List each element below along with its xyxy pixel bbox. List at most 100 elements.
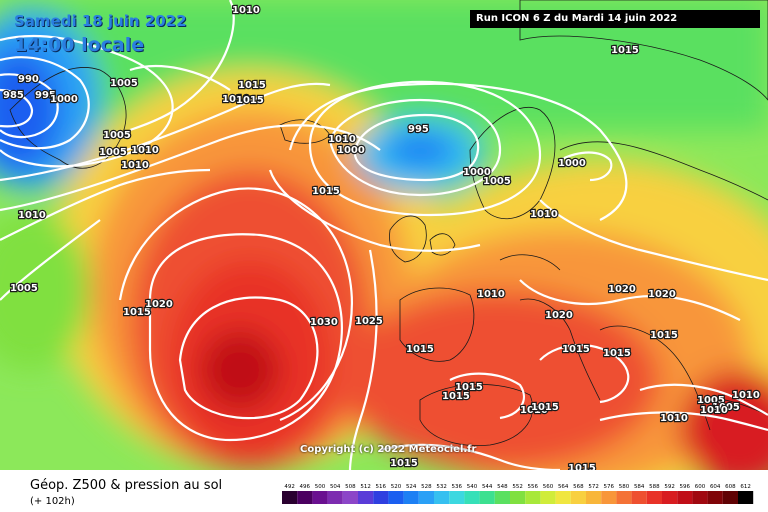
scale-tick-label: 612 xyxy=(740,484,751,490)
isobar-label: 1015 xyxy=(442,391,470,402)
scale-tick-label: 572 xyxy=(588,484,599,490)
isobar-label: 1010 xyxy=(131,145,159,156)
isobars xyxy=(0,0,768,470)
isobar-label: 1020 xyxy=(608,284,636,295)
scale-tick-label: 500 xyxy=(315,484,326,490)
isobar-label: 1000 xyxy=(337,145,365,156)
run-info: Run ICON 6 Z du Mardi 14 juin 2022 xyxy=(470,10,760,28)
scale-swatch xyxy=(479,491,495,504)
scale-swatch xyxy=(677,491,693,504)
isobar-label: 1015 xyxy=(562,344,590,355)
scale-swatch xyxy=(738,491,754,504)
isobar-label: 1005 xyxy=(483,176,511,187)
copyright: Copyright (c) 2022 Meteociel.fr xyxy=(300,444,477,455)
isobar-label: 1015 xyxy=(123,307,151,318)
geopotential-field: 1010 990 985 995 1000 1005 1015 1010 101… xyxy=(0,0,768,470)
forecast-date: Samedi 18 juin 2022 xyxy=(14,12,187,30)
scale-tick-label: 496 xyxy=(300,484,311,490)
isobar-label: 1010 xyxy=(530,209,558,220)
scale-swatch xyxy=(464,491,480,504)
isobar-label: 1015 xyxy=(603,348,631,359)
scale-swatch xyxy=(418,491,434,504)
isobar-label: 1010 xyxy=(700,405,728,416)
isobar-label: 1005 xyxy=(10,283,38,294)
scale-swatch xyxy=(540,491,556,504)
scale-tick-label: 584 xyxy=(634,484,645,490)
isobar-label: 1020 xyxy=(545,310,573,321)
isobar-label: 1010 xyxy=(328,134,356,145)
scale-swatch xyxy=(555,491,571,504)
isobar-label: 1005 xyxy=(110,78,138,89)
isobar-label: 1010 xyxy=(520,405,548,416)
scale-tick-label: 576 xyxy=(604,484,615,490)
isobar-label: 1000 xyxy=(50,94,78,105)
scale-tick-label: 492 xyxy=(284,484,295,490)
scale-swatch xyxy=(570,491,586,504)
isobar-label: 1015 xyxy=(390,458,418,469)
isobar-label: 1010 xyxy=(660,413,688,424)
isobar-label: 1025 xyxy=(355,316,383,327)
scale-tick-label: 588 xyxy=(649,484,660,490)
scale-swatch xyxy=(601,491,617,504)
isobar-label: 1005 xyxy=(712,402,740,413)
legend-title: Géop. Z500 & pression au sol xyxy=(30,478,223,493)
scale-tick-label: 608 xyxy=(725,484,736,490)
scale-swatch xyxy=(525,491,541,504)
scale-swatch xyxy=(327,491,343,504)
scale-swatch xyxy=(403,491,419,504)
isobar-label: 1015 xyxy=(312,186,340,197)
scale-swatch xyxy=(510,491,526,504)
isobar-label: 1010 xyxy=(477,289,505,300)
scale-swatch xyxy=(282,491,298,504)
scale-swatch xyxy=(449,491,465,504)
scale-tick-label: 516 xyxy=(376,484,387,490)
weather-map: 1010 990 985 995 1000 1005 1015 1010 101… xyxy=(0,0,768,470)
legend-subtitle: (+ 102h) xyxy=(30,496,75,507)
scale-swatch xyxy=(662,491,678,504)
scale-tick-label: 568 xyxy=(573,484,584,490)
isobar-label: 995 xyxy=(408,124,429,135)
color-scale: 492 496 500 504 508 512 516 520 524 528 532 536 540 5… xyxy=(282,484,754,504)
legend-panel: Géop. Z500 & pression au sol (+ 102h) 49… xyxy=(0,470,768,512)
isobar-label: 1015 xyxy=(531,402,559,413)
scale-swatch xyxy=(586,491,602,504)
scale-tick-label: 556 xyxy=(528,484,539,490)
scale-tick-label: 564 xyxy=(558,484,569,490)
scale-swatch xyxy=(388,491,404,504)
isobar-label: 1000 xyxy=(558,158,586,169)
scale-tick-label: 524 xyxy=(406,484,417,490)
isobar-label: 1000 xyxy=(463,167,491,178)
scale-swatch xyxy=(373,491,389,504)
scale-swatch xyxy=(494,491,510,504)
scale-tick-label: 536 xyxy=(452,484,463,490)
isobar-label: 990 xyxy=(18,74,39,85)
isobar-labels: 1010 990 985 995 1000 1005 1015 1010 101… xyxy=(2,4,761,470)
isobar-label: 1010 xyxy=(732,390,760,401)
scale-tick-label: 592 xyxy=(664,484,675,490)
isobar-label: 1015 xyxy=(650,330,678,341)
isobar-label: 1005 xyxy=(103,130,131,141)
scale-swatch xyxy=(616,491,632,504)
scale-swatch xyxy=(631,491,647,504)
isobar-label: 1020 xyxy=(145,299,173,310)
scale-swatch xyxy=(342,491,358,504)
isobar-label: 995 xyxy=(35,90,56,101)
scale-tick-label: 596 xyxy=(680,484,691,490)
isobar-label: 1010 xyxy=(121,160,149,171)
isobar-label: 1015 xyxy=(568,463,596,470)
isobar-label: 1015 xyxy=(611,45,639,56)
scale-tick-label: 580 xyxy=(619,484,630,490)
scale-tick-label: 600 xyxy=(695,484,706,490)
scale-swatch xyxy=(646,491,662,504)
scale-tick-label: 544 xyxy=(482,484,493,490)
isobar-label: 1005 xyxy=(697,395,725,406)
isobar-label: 1030 xyxy=(310,317,338,328)
scale-tick-label: 540 xyxy=(467,484,478,490)
isobar-label: 1010 xyxy=(222,94,250,105)
isobar-label: 985 xyxy=(3,90,24,101)
scale-tick-label: 512 xyxy=(360,484,371,490)
scale-swatch xyxy=(722,491,738,504)
isobar-label: 1015 xyxy=(238,80,266,91)
forecast-time: 14:00 locale xyxy=(14,34,145,56)
